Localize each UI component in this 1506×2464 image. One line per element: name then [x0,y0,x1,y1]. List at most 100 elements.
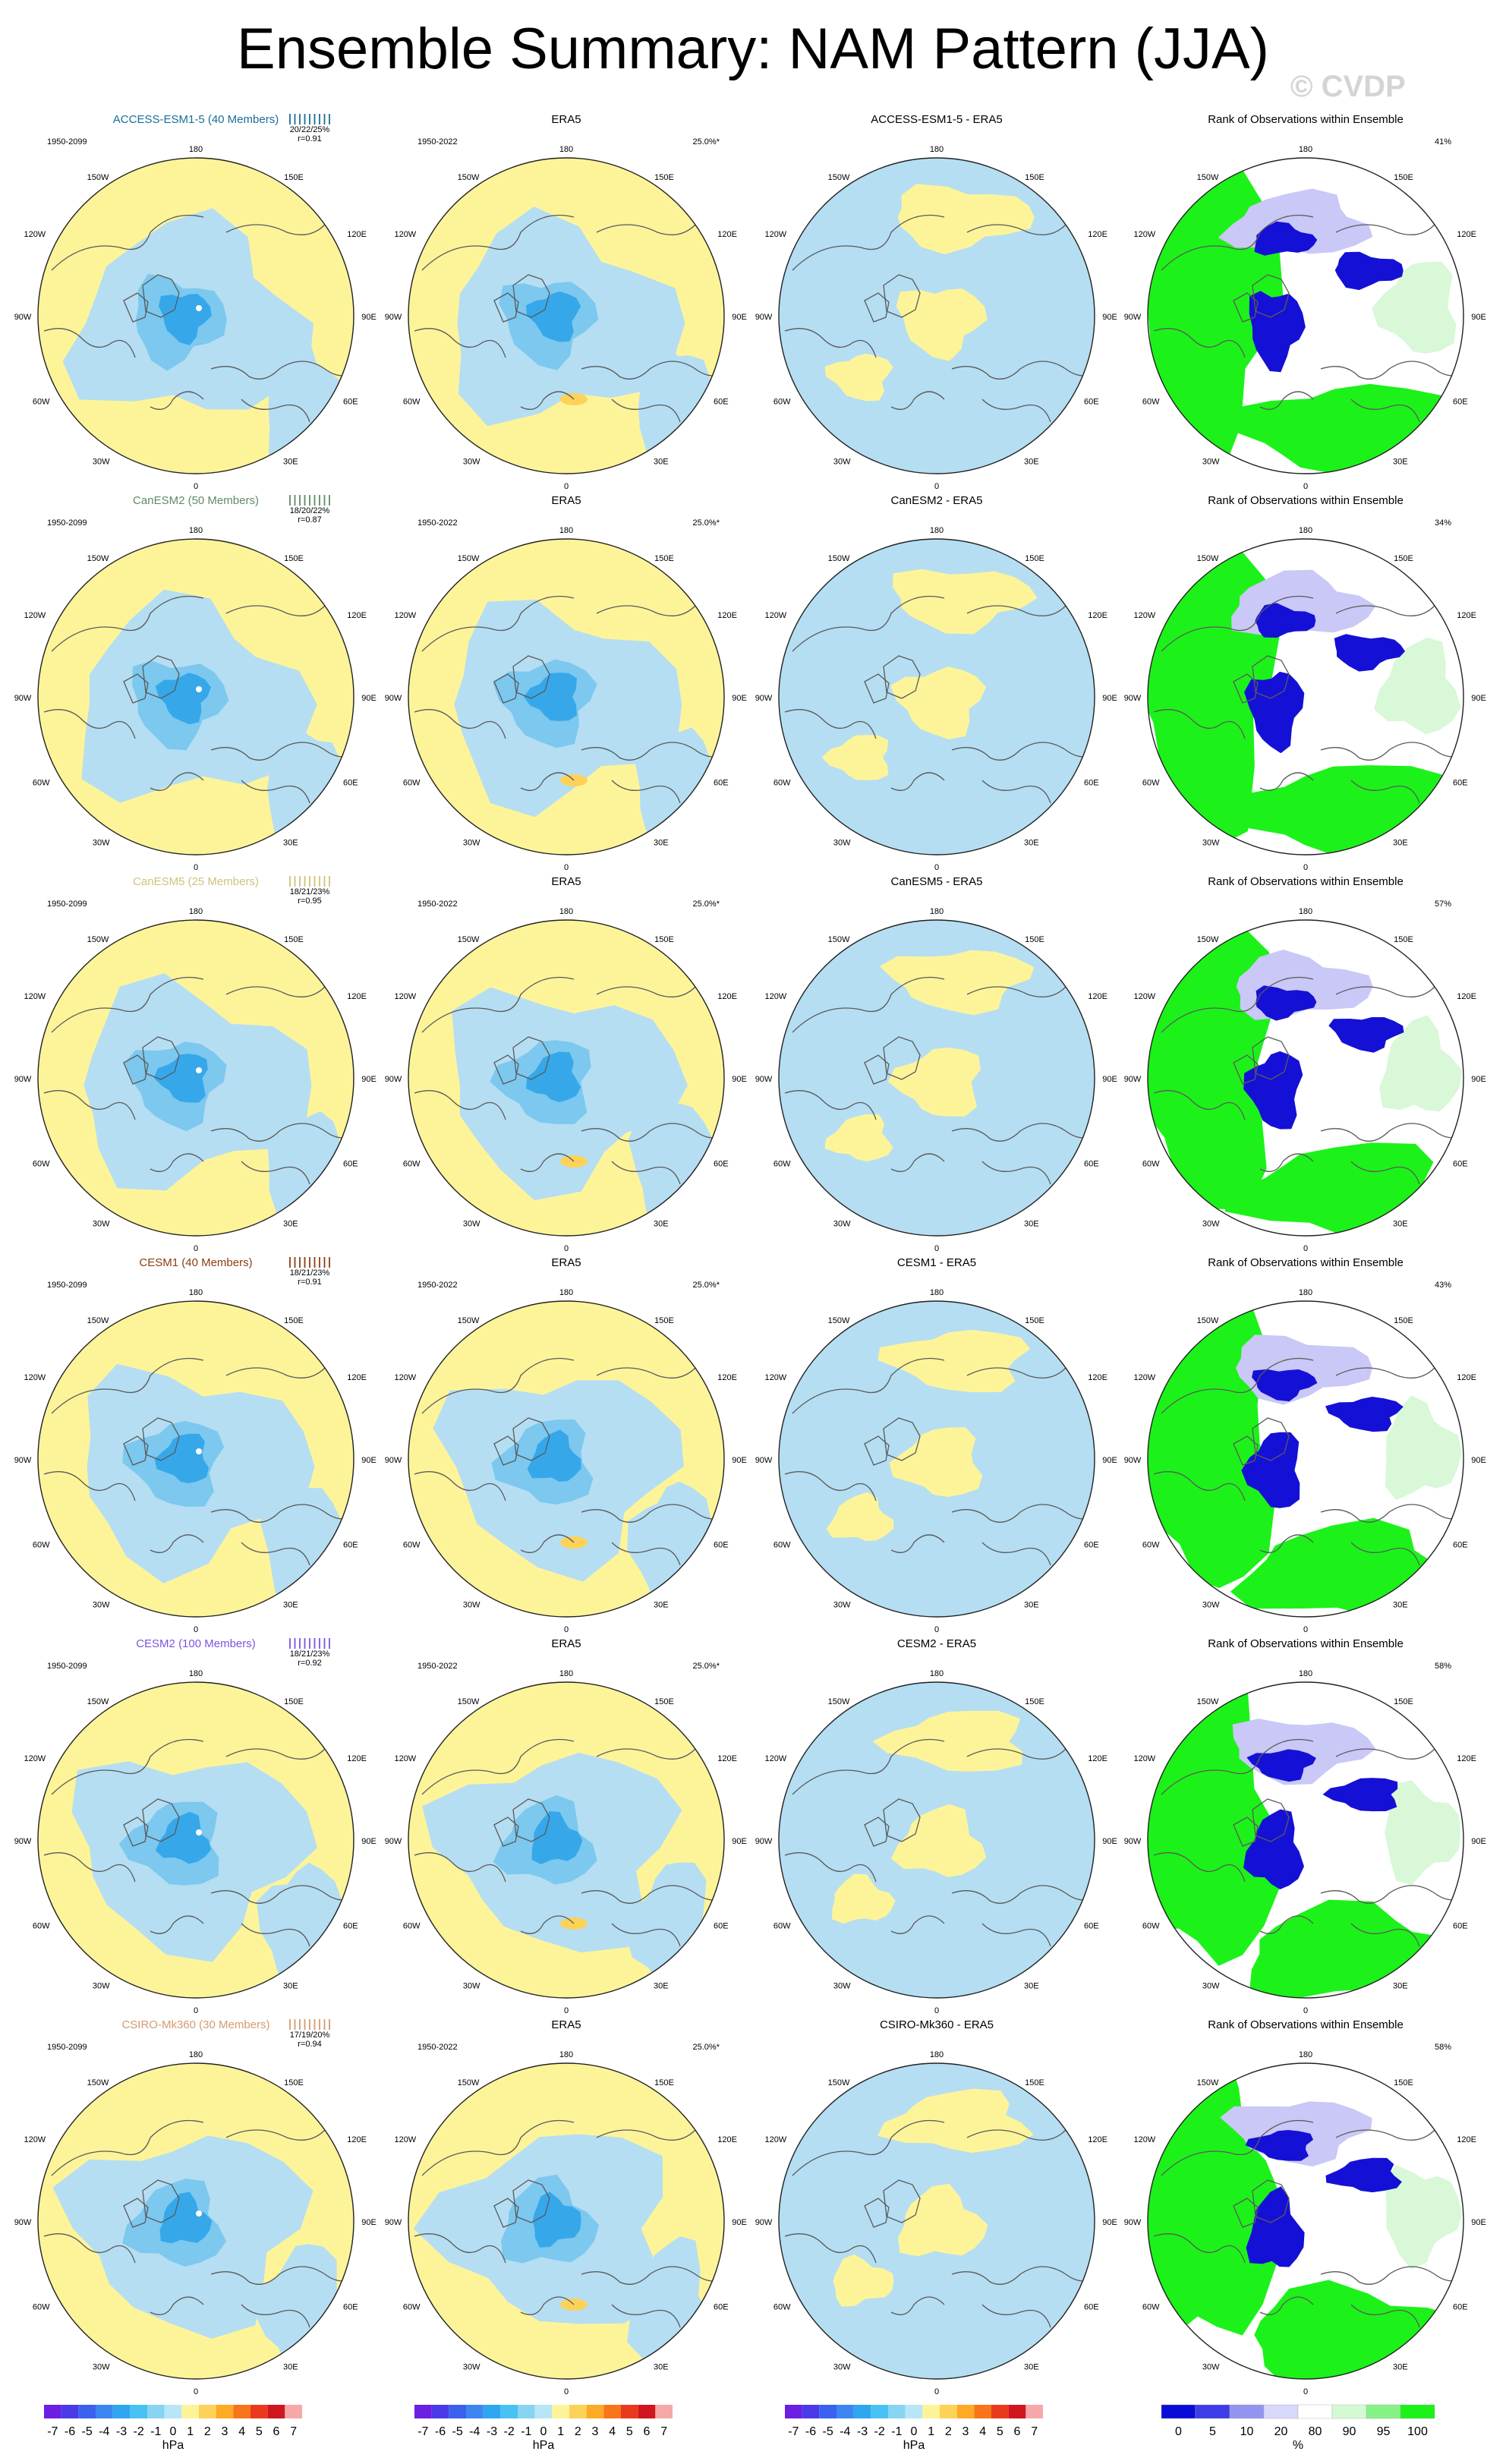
difference-positive-region [897,184,1035,255]
coastline [1320,1504,1463,1523]
longitude-label: 30W [93,1982,110,1991]
longitude-label: 180 [1299,526,1312,535]
longitude-label: 0 [564,1244,569,1253]
map-border [408,2062,725,2380]
longitude-label: 90W [755,2218,773,2227]
coastline [241,1161,310,1185]
obs-variance: 25.0%* [693,518,720,528]
longitude-label: 30W [833,2363,851,2372]
map-border [37,2062,354,2380]
longitude-label: 90W [14,1456,32,1465]
colorbar-swatch [1331,2404,1367,2419]
longitude-label: 120E [1457,611,1476,620]
map-panel-model: 180 150W 150E 120W 120E 90W 90E 60W 60E 30W 30E 0 CE… [14,1637,376,2015]
rank-low-region [1249,291,1306,373]
coastline [966,1748,1066,1760]
colorbar-tick-label: 90 [1343,2425,1356,2438]
longitude-label: 60W [773,397,791,406]
coastline [225,2129,326,2141]
longitude-label: 60E [343,397,358,406]
colorbar-swatch [61,2405,79,2418]
difference-positive-region [877,1329,1031,1393]
obs-title: ERA5 [551,1637,581,1650]
coastline [1161,595,1314,652]
longitude-label: 180 [559,1288,573,1297]
coastline [493,1435,519,1466]
model-stats: 20/22/25% [290,125,330,134]
longitude-label: 120E [717,2135,737,2144]
longitude-label: 90E [1471,1456,1486,1465]
map-panel-rank: 180 150W 150E 120W 120E 90W 90E 60W 60E 30W 30E 0 Ra… [1124,1256,1486,1634]
longitude-label: 150W [458,173,480,182]
longitude-label: 90W [1124,313,1142,322]
longitude-label: 0 [1303,1244,1308,1253]
colorbar-tick-label: -6 [65,2425,75,2438]
longitude-label: 150E [1394,554,1413,563]
longitude-label: 120W [1133,1373,1155,1382]
model-title: CESM1 (40 Members) [139,1256,252,1269]
longitude-label: 120E [717,230,737,239]
colorbar-swatch [112,2405,131,2418]
coastline [1259,772,1314,791]
negative-anomaly-center [527,1429,581,1482]
map-panel-model: 180 150W 150E 120W 120E 90W 90E 60W 60E 30W 30E 0 CS… [14,2018,376,2396]
coastline [596,224,696,235]
longitude-label: 0 [194,1625,198,1634]
longitude-label: 120E [1088,230,1107,239]
longitude-label: 90W [385,2218,402,2227]
longitude-label: 90W [755,313,773,322]
coastline [43,1471,136,1501]
coastline [1320,2266,1463,2285]
colorbar-tick-label: 80 [1309,2425,1322,2438]
coastline [611,399,681,423]
longitude-label: 90E [361,313,376,322]
coastline [1153,1090,1246,1120]
pole-marker [196,1448,202,1454]
colorbar-tick-label: 5 [1209,2425,1216,2438]
longitude-label: 90W [1124,1837,1142,1846]
colorbar-tick-label: 1 [928,2425,934,2438]
colorbar-tick-label: 5 [626,2425,633,2438]
coastline [611,1161,681,1185]
colorbar-tick-label: -7 [417,2425,428,2438]
map-panel-diff: 180 150W 150E 120W 120E 90W 90E 60W 60E 30W 30E 0 Ca… [755,494,1117,872]
longitude-label: 90W [385,1456,402,1465]
obs-title: ERA5 [551,1256,581,1269]
coastline [51,2119,204,2176]
longitude-label: 30E [654,2363,669,2372]
longitude-label: 120W [394,1754,416,1763]
coastline [512,1798,550,1842]
longitude-label: 180 [930,145,944,154]
colorbar-tick-label: -4 [840,2425,850,2438]
longitude-label: 90W [385,313,402,322]
coastline [51,214,204,271]
coastline [611,1923,681,1947]
rank-title: Rank of Observations within Ensemble [1208,1256,1404,1269]
coastline [512,2179,550,2223]
longitude-label: 150E [284,2078,304,2087]
coastline [596,986,696,997]
map-border [1147,919,1464,1237]
coastline [123,2198,149,2228]
longitude-label: 60E [714,397,729,406]
longitude-label: 90W [14,1837,32,1846]
coastline [1161,2119,1314,2176]
coastline [51,976,204,1033]
map-border [1147,2062,1464,2380]
pattern-correlation: r=0.87 [298,515,322,525]
longitude-label: 150W [828,1697,850,1706]
longitude-label: 150E [1025,173,1044,182]
longitude-label: 30E [1393,458,1408,467]
coastline [966,224,1066,235]
longitude-label: 90W [14,1075,32,1084]
coastline [792,1738,945,1795]
colorbar-swatch [1297,2404,1333,2419]
longitude-label: 60E [714,778,729,787]
map-border [408,1300,725,1618]
longitude-label: 0 [194,2387,198,2396]
map-border [408,919,725,1237]
obs-variance: 25.0%* [693,2043,720,2052]
coastline [951,1123,1095,1142]
colorbar-swatch [655,2405,673,2418]
coastline [150,391,204,410]
